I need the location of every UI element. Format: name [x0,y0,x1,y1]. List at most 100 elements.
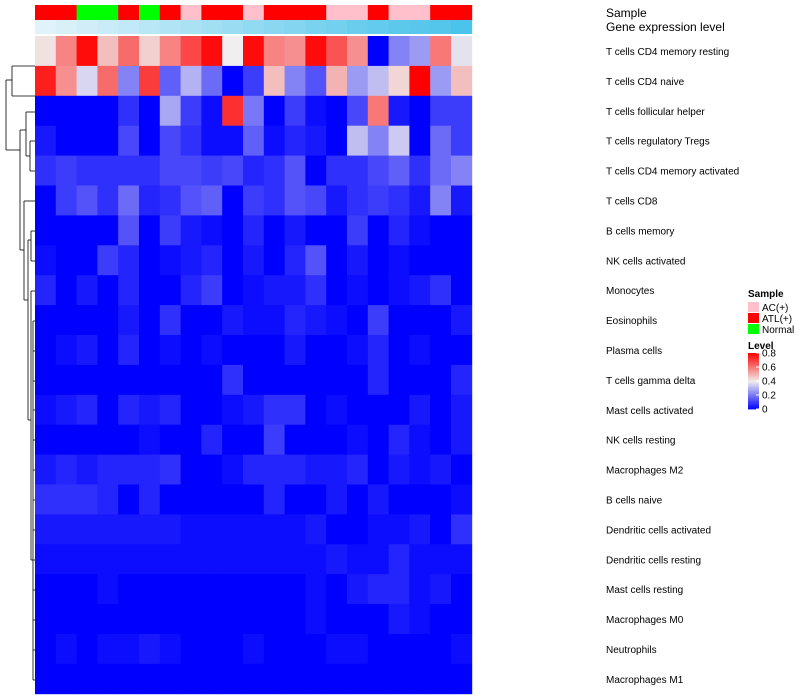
heatmap-cell [118,245,140,276]
legend-colorbar-segment [748,396,759,399]
heatmap-cell [326,663,348,695]
heatmap-cell [139,125,161,156]
legend-colorbar-segment [748,369,759,372]
gene-expression-annotation-cell [388,20,410,34]
heatmap-cell [326,484,348,515]
heatmap-cell [388,514,410,545]
legend-colorbar-segment [748,376,759,379]
heatmap-cell [139,185,161,216]
gene-expression-annotation-cell [305,20,327,34]
heatmap-cell [367,484,389,515]
row-label: Mast cells resting [606,585,683,596]
heatmap-cell [451,185,473,216]
heatmap-cell [284,215,306,246]
heatmap-cell [76,215,98,246]
heatmap-cell [388,604,410,635]
heatmap-cell [180,574,202,605]
heatmap-cell [367,125,389,156]
heatmap-cell [388,364,410,396]
heatmap-cell [243,155,265,186]
heatmap-cell [201,335,223,366]
heatmap-cell [139,305,161,336]
heatmap-cell [180,604,202,635]
heatmap-cell [409,185,431,216]
heatmap-cell [347,364,369,396]
heatmap-cell [388,394,410,426]
gene-expression-annotation-cell [347,20,369,34]
heatmap-cell [97,394,119,426]
heatmap-cell [430,215,452,246]
heatmap-cell [159,484,181,515]
heatmap-cell [159,155,181,186]
heatmap-cell [118,394,140,426]
heatmap-cell [347,275,369,306]
heatmap-cell [118,95,140,127]
heatmap-cell [284,305,306,336]
legend-colorbar-segment [748,364,759,366]
heatmap-cell [263,424,285,455]
heatmap-cell [76,305,98,336]
sample-annotation-cell [118,5,140,20]
heatmap-cell [326,305,348,336]
gene-expression-annotation-cell [201,20,223,34]
heatmap-cell [180,514,202,545]
row-label: Macrophages M0 [606,615,684,626]
heatmap-cell [180,484,202,515]
heatmap-cell [97,454,119,485]
heatmap-cell [118,634,140,665]
heatmap-cell [55,604,77,635]
legend-sample-entries: AC(+)ATL(+)Normal [748,302,794,336]
heatmap-cell [305,394,327,426]
heatmap-cell [305,574,327,605]
heatmap-cell [76,36,98,67]
heatmap-cell [76,335,98,366]
heatmap-cell [347,185,369,216]
heatmap-cell [139,65,161,97]
heatmap-cell [263,65,285,97]
heatmap-cell [55,36,77,67]
heatmap-cell [326,215,348,246]
heatmap-cell [367,544,389,575]
heatmap-cell [55,424,77,455]
heatmap-cell [97,36,119,67]
heatmap-cell [243,604,265,635]
heatmap-cell [201,215,223,246]
heatmap-cell [388,424,410,455]
heatmap-cell [159,125,181,156]
heatmap-cell [388,185,410,216]
heatmap-cell [263,663,285,695]
heatmap-cell [451,424,473,455]
gene-expression-annotation-cell [326,20,348,34]
heatmap-cell [35,663,57,695]
heatmap-cell [76,155,98,186]
heatmap-cell [159,185,181,216]
heatmap-cell [139,574,161,605]
heatmap-cell [367,305,389,336]
heatmap-cell [55,364,77,396]
heatmap-cell [305,215,327,246]
heatmap-cell [55,574,77,605]
heatmap-cell [180,394,202,426]
heatmap-cell [409,484,431,515]
heatmap-cell [118,574,140,605]
heatmap-cell [451,335,473,366]
heatmap-cell [367,394,389,426]
heatmap-cell [222,335,244,366]
heatmap-cell [263,305,285,336]
gene-expression-annotation-cell [367,20,389,34]
row-label: Macrophages M1 [606,675,684,686]
heatmap-cell [367,95,389,127]
heatmap-cell [222,305,244,336]
heatmap-cell [451,514,473,545]
heatmap-cell [284,394,306,426]
heatmap-cell [243,424,265,455]
heatmap-cell [367,65,389,97]
heatmap-cell [139,454,161,485]
legend-colorbar-segment [748,382,759,385]
heatmap-cell [222,65,244,97]
row-label: T cells CD4 memory activated [606,167,739,178]
heatmap-cell [35,155,57,186]
heatmap-cell [97,544,119,575]
legend-colorbar-segment [748,389,759,392]
sample-annotation-cell [367,5,389,20]
